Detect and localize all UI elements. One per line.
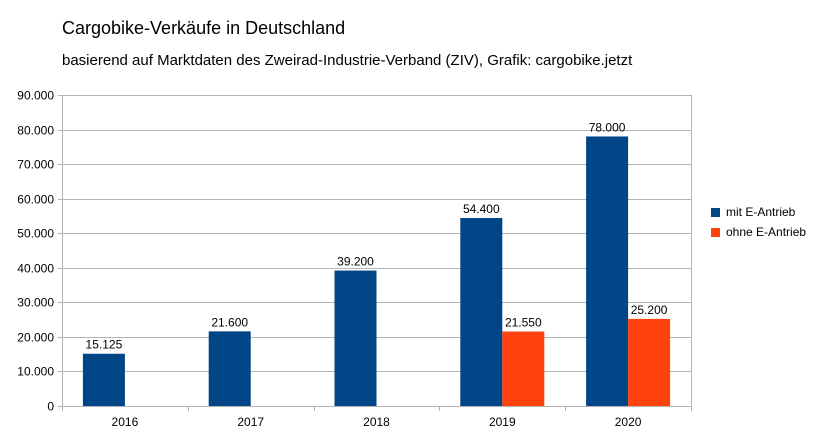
y-tick-label-9: 90.000: [17, 89, 54, 103]
bar-ohne-e-antrieb-2020: [628, 318, 671, 406]
y-tick-label-7: 70.000: [17, 158, 54, 172]
bar-mit-e-antrieb-2017: [208, 331, 251, 406]
y-tick-label-4: 40.000: [17, 262, 54, 276]
bar-mit-e-antrieb-2020: [586, 136, 629, 406]
legend: mit E-Antrieb ohne E-Antrieb: [711, 202, 806, 242]
legend-label-ohne-e-antrieb: ohne E-Antrieb: [726, 225, 807, 239]
data-label-ohne-e-antrieb-2019: 21.550: [505, 316, 542, 330]
bar-ohne-e-antrieb-2019: [502, 331, 545, 406]
data-label-ohne-e-antrieb-2020: 25.200: [631, 303, 668, 317]
bar-mit-e-antrieb-2019: [460, 218, 503, 406]
data-label-mit-e-antrieb-2018: 39.200: [337, 255, 374, 269]
y-tick-label-3: 30.000: [17, 296, 54, 310]
data-label-mit-e-antrieb-2017: 21.600: [211, 315, 248, 329]
y-tick-label-8: 80.000: [17, 124, 54, 138]
y-tick-label-5: 50.000: [17, 227, 54, 241]
x-tick-label-2017: 2017: [237, 415, 264, 429]
y-tick-label-6: 60.000: [17, 193, 54, 207]
legend-item-mit-e-antrieb: mit E-Antrieb: [711, 202, 806, 222]
data-label-mit-e-antrieb-2019: 54.400: [463, 202, 500, 216]
chart-subtitle: basierend auf Marktdaten des Zweirad-Ind…: [62, 52, 633, 69]
bar-mit-e-antrieb-2016: [82, 353, 125, 406]
y-tick-label-1: 10.000: [17, 365, 54, 379]
data-label-mit-e-antrieb-2020: 78.000: [589, 120, 626, 134]
bar-mit-e-antrieb-2018: [334, 270, 377, 406]
legend-label-mit-e-antrieb: mit E-Antrieb: [726, 205, 796, 219]
x-tick-label-2019: 2019: [489, 415, 516, 429]
x-tick-label-2016: 2016: [112, 415, 139, 429]
legend-item-ohne-e-antrieb: ohne E-Antrieb: [711, 222, 806, 242]
legend-swatch-mit-e-antrieb: [711, 207, 720, 217]
y-tick-label-0: 0: [47, 400, 54, 414]
x-tick-label-2020: 2020: [615, 415, 642, 429]
x-tick-label-2018: 2018: [363, 415, 390, 429]
legend-swatch-ohne-e-antrieb: [711, 227, 720, 237]
y-tick-label-2: 20.000: [17, 331, 54, 345]
chart-title: Cargobike-Verkäufe in Deutschland: [62, 18, 346, 38]
data-label-mit-e-antrieb-2016: 15.125: [86, 338, 123, 352]
